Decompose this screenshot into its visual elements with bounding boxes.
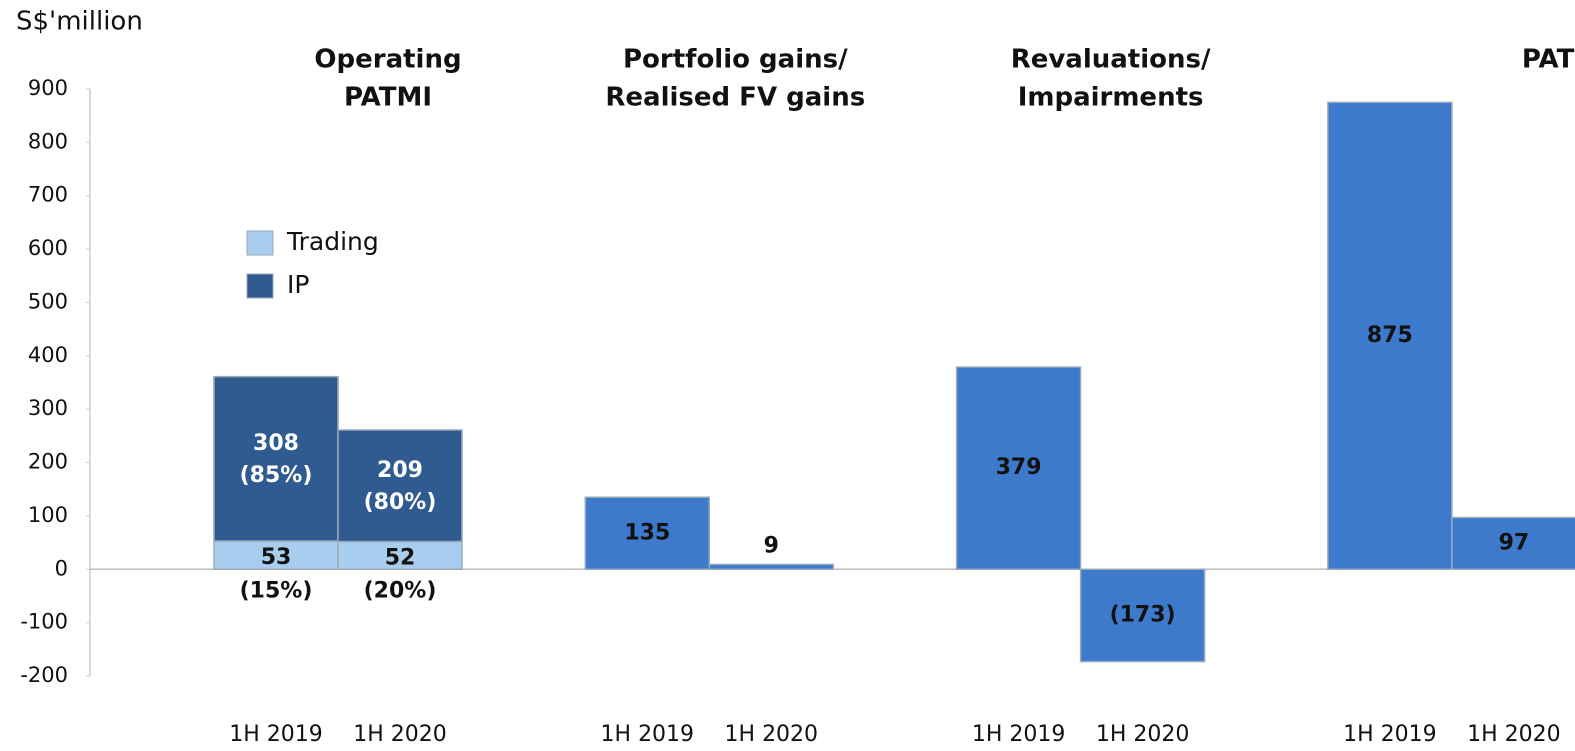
- share-label: (15%): [240, 578, 313, 603]
- group-title: Portfolio gains/: [623, 45, 848, 75]
- y-tick-label: -200: [20, 663, 68, 687]
- x-tick-label: 1H 2020: [1096, 722, 1190, 747]
- legend-swatch: [246, 230, 274, 256]
- share-label: (20%): [364, 578, 437, 603]
- x-tick-label: 1H 2020: [353, 722, 447, 747]
- data-label: 135: [624, 520, 670, 545]
- y-axis-label: S$'million: [16, 7, 143, 37]
- legend-label: Trading: [286, 227, 379, 256]
- bar: [1079, 568, 1206, 663]
- y-tick-label: 600: [28, 236, 68, 260]
- y-tick-label: 300: [28, 396, 68, 420]
- bar: [213, 375, 339, 542]
- data-label: 308: [253, 431, 299, 456]
- bar: [584, 496, 711, 571]
- y-tick-label: 500: [28, 289, 68, 313]
- group-title: Impairments: [1018, 83, 1204, 113]
- share-label: (85%): [240, 463, 313, 488]
- data-label: 379: [996, 455, 1042, 480]
- x-tick-label: 1H 2019: [1343, 722, 1437, 747]
- group-title: Operating: [314, 45, 461, 75]
- group-title: Revaluations/: [1011, 45, 1211, 75]
- x-tick-label: 1H 2020: [725, 722, 819, 747]
- y-tick-label: 0: [55, 556, 68, 580]
- x-tick-label: 1H 2019: [601, 722, 695, 747]
- group-title: Realised FV gains: [605, 83, 865, 113]
- data-label: 9: [764, 533, 779, 558]
- y-tick-label: 900: [28, 76, 68, 100]
- share-label: (80%): [364, 490, 437, 515]
- bar: [1451, 516, 1575, 571]
- legend-label: IP: [287, 270, 309, 299]
- y-tick-label: 400: [28, 343, 68, 367]
- bar: [337, 540, 463, 571]
- data-label: 97: [1499, 530, 1530, 555]
- y-tick-label: 800: [28, 129, 68, 153]
- x-tick-label: 1H 2019: [972, 722, 1066, 747]
- group-title: PATMI: [1522, 45, 1575, 75]
- data-label: 209: [377, 458, 423, 483]
- y-tick-label: 100: [28, 503, 68, 527]
- bar: [1327, 101, 1453, 571]
- data-label: 53: [261, 545, 292, 570]
- x-tick-label: 1H 2020: [1467, 722, 1561, 747]
- bar: [955, 366, 1082, 571]
- y-tick-label: 700: [28, 183, 68, 207]
- data-label: 52: [385, 545, 416, 570]
- data-label: 875: [1367, 323, 1413, 348]
- x-tick-label: 1H 2019: [229, 722, 323, 747]
- bar: [337, 429, 463, 543]
- data-label: (173): [1110, 602, 1176, 627]
- bar: [708, 563, 835, 571]
- y-tick-label: 200: [28, 450, 68, 474]
- legend-swatch: [246, 273, 274, 299]
- group-title: PATMI: [344, 83, 432, 113]
- y-tick-label: -100: [20, 610, 68, 634]
